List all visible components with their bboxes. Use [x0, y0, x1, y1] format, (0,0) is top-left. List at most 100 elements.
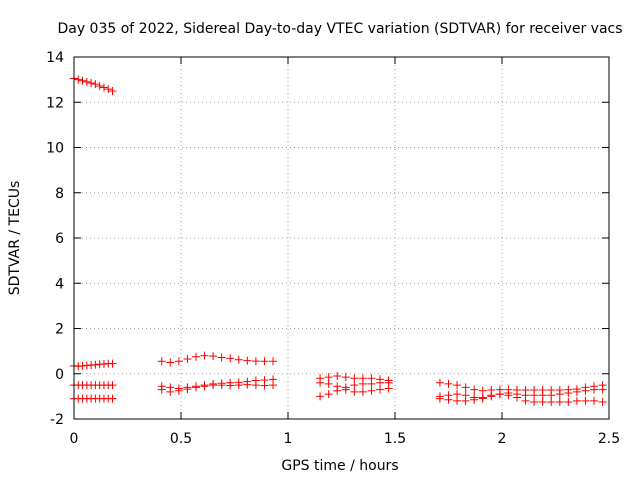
data-point	[547, 398, 556, 407]
data-point	[78, 76, 87, 85]
data-point	[564, 398, 573, 407]
data-point	[217, 381, 226, 390]
series-arc-a-3	[70, 394, 117, 403]
data-point	[316, 392, 325, 401]
data-point	[87, 79, 96, 88]
data-point	[200, 351, 209, 360]
data-points	[70, 74, 607, 407]
data-point	[495, 390, 504, 399]
data-point	[209, 381, 218, 390]
data-point	[200, 382, 209, 391]
data-point	[104, 85, 113, 94]
data-point	[243, 380, 252, 389]
data-point	[581, 396, 590, 405]
data-point	[341, 373, 350, 382]
x-tick-label: 2.5	[598, 431, 620, 447]
data-point	[530, 398, 539, 407]
data-point	[572, 387, 581, 396]
data-point	[461, 383, 470, 392]
data-point	[350, 387, 359, 396]
data-point	[191, 352, 200, 361]
data-point	[183, 385, 192, 394]
data-point	[555, 390, 564, 399]
data-point	[74, 75, 83, 84]
data-point	[234, 355, 243, 364]
x-tick-label: 1.5	[384, 431, 406, 447]
series-arc-b-3	[157, 380, 278, 396]
series-arc-d-1	[435, 378, 607, 395]
data-point	[260, 381, 269, 390]
data-point	[251, 357, 260, 366]
data-point	[478, 386, 487, 395]
y-tick-label: 6	[55, 231, 64, 247]
data-point	[512, 393, 521, 402]
x-tick-labels: 0 0.5 1 1.5 2 2.5	[70, 431, 621, 447]
y-tick-labels: -2 0 2 4 6 8 10 12 14	[46, 50, 64, 428]
series-arc-d-3	[435, 390, 607, 407]
data-point	[269, 357, 278, 366]
data-point	[358, 387, 367, 396]
data-point	[530, 391, 539, 400]
data-point	[547, 391, 556, 400]
y-tick-label: -2	[50, 412, 64, 428]
data-point	[581, 386, 590, 395]
data-point	[157, 385, 166, 394]
y-tick-label: 2	[55, 322, 64, 338]
data-point	[166, 358, 175, 367]
y-tick-label: 0	[55, 367, 64, 383]
data-point	[538, 391, 547, 400]
data-point	[260, 357, 269, 366]
data-point	[598, 398, 607, 407]
data-point	[538, 398, 547, 407]
data-point	[341, 385, 350, 394]
data-point	[521, 396, 530, 405]
y-tick-label: 12	[46, 95, 64, 111]
data-point	[82, 77, 91, 86]
data-point	[572, 396, 581, 405]
data-point	[435, 394, 444, 403]
data-point	[358, 379, 367, 388]
data-point	[99, 83, 108, 92]
data-point	[555, 398, 564, 407]
data-point	[590, 385, 599, 394]
data-point	[470, 395, 479, 404]
data-point	[108, 86, 117, 95]
data-point	[324, 373, 333, 382]
data-point	[453, 390, 462, 399]
data-point	[350, 374, 359, 383]
data-point	[461, 396, 470, 405]
x-axis-label: GPS time / hours	[281, 458, 398, 474]
x-tick-label: 2	[498, 431, 507, 447]
x-tick-label: 0.5	[170, 431, 192, 447]
data-point	[376, 378, 385, 387]
data-point	[217, 353, 226, 362]
data-point	[367, 386, 376, 395]
y-tick-label: 4	[55, 276, 64, 292]
data-point	[478, 393, 487, 402]
series-arc-a-high	[70, 74, 117, 95]
data-point	[95, 81, 104, 90]
data-point	[487, 391, 496, 400]
data-point	[226, 381, 235, 390]
data-point	[191, 383, 200, 392]
data-point	[564, 388, 573, 397]
data-point	[183, 355, 192, 364]
data-point	[166, 387, 175, 396]
data-point	[324, 390, 333, 399]
data-point	[350, 381, 359, 390]
data-point	[157, 357, 166, 366]
data-point	[384, 384, 393, 393]
data-point	[470, 385, 479, 394]
data-point	[324, 379, 333, 388]
grid-lines	[74, 57, 609, 419]
y-tick-label: 8	[55, 186, 64, 202]
data-point	[333, 382, 342, 391]
data-point	[376, 385, 385, 394]
axis-ticks	[73, 56, 610, 420]
data-point	[251, 381, 260, 390]
data-point	[333, 372, 342, 381]
x-tick-label: 0	[70, 431, 79, 447]
y-axis-label: SDTVAR / TECUs	[7, 181, 23, 296]
series-arc-a-2	[70, 381, 117, 390]
data-point	[504, 391, 513, 400]
